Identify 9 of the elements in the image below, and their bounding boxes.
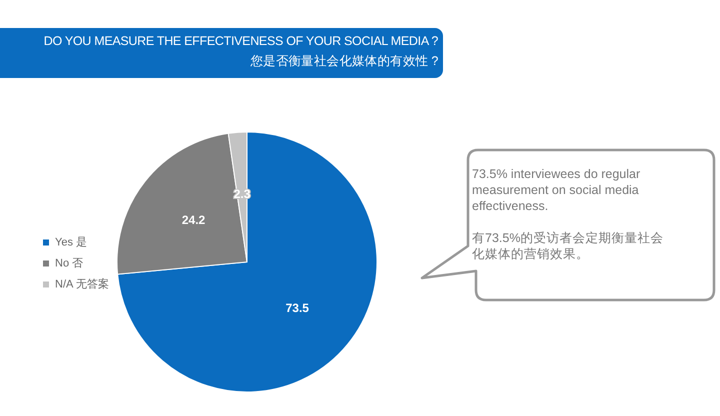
legend-label: Yes 是 — [55, 236, 88, 248]
legend-label: No 否 — [55, 258, 84, 270]
data-label: 73.5 — [286, 300, 310, 315]
text: 73.5% interviewees do regular measurement on social media effectiveness. — [472, 166, 642, 214]
legend-label: N/A 无答案 — [55, 278, 109, 290]
chart-title: DO YOU MEASURE THE EFFECTIVENESS OF YOUR SOCIAL MEDIA ? — [44, 34, 438, 48]
text: 有73.5%的受访者会定期衡量社会化媒体的营销效果。 — [472, 230, 664, 262]
chart-subtitle: 您是否衡量社会化媒体的有效性 ? — [250, 53, 438, 70]
data-label: 24.2 — [182, 212, 206, 227]
